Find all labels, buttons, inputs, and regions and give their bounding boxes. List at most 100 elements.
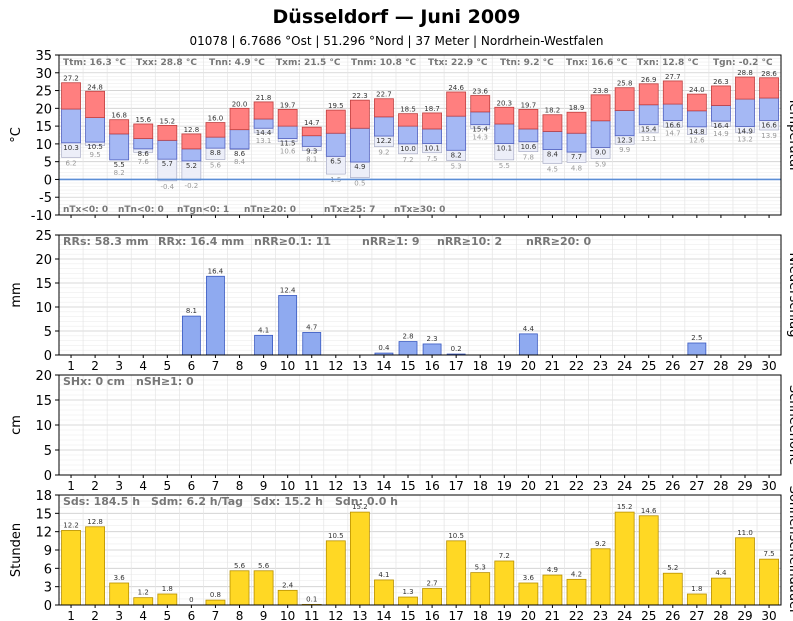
stats-text: Tnx: 16.6 °C [566, 58, 628, 68]
day-label: 6 [188, 359, 196, 373]
day-label: 15 [400, 609, 415, 621]
sunshine-bar [686, 593, 707, 606]
day-label: 22 [569, 479, 584, 493]
day-label: 17 [449, 609, 464, 621]
day-label: 18 [473, 609, 488, 621]
day-label: 8 [236, 359, 244, 373]
sunshine-label: 4.4 [715, 569, 727, 577]
tground-label: 12.6 [689, 137, 705, 145]
tmin-label: 9.3 [306, 147, 317, 155]
precip-label: 8.1 [186, 307, 197, 315]
day-label: 2 [91, 359, 99, 373]
day-label: 10 [280, 479, 295, 493]
tmax-label: 18.5 [400, 106, 416, 114]
day-label: 22 [569, 359, 584, 373]
tground-label: 5.9 [595, 160, 606, 168]
plot-frame [58, 234, 782, 356]
tmax-label: 26.9 [641, 76, 657, 84]
sunshine-bar [205, 599, 226, 606]
sunshine-label: 15.2 [617, 503, 633, 511]
tground-label: 7.2 [402, 156, 413, 164]
tmax-bar [590, 94, 611, 122]
day-label: 12 [328, 479, 343, 493]
day-label: 2 [91, 609, 99, 621]
tmax-label: 20.0 [232, 100, 248, 108]
tmax-label: 23.6 [472, 88, 488, 96]
day-label: 24 [617, 479, 632, 493]
tmean-bar [398, 125, 418, 145]
stats-text: nRR≥20: 0 [526, 235, 592, 248]
day-label: 3 [115, 479, 123, 493]
y-axis-label: °C [9, 127, 24, 143]
plot-frame [58, 374, 782, 476]
plot-frame [58, 54, 782, 216]
day-label: 25 [641, 479, 656, 493]
precip-label: 2.8 [402, 333, 413, 341]
tmean-bar [422, 128, 442, 144]
tground-label: 5.3 [451, 163, 462, 171]
chart-title: Düsseldorf — Juni 2009 [272, 6, 521, 28]
tmax-bar [470, 95, 491, 113]
tmin-label: 10.3 [63, 144, 79, 152]
y-tick-label: -10 [31, 209, 52, 224]
tmin-label: 6.5 [330, 157, 341, 165]
y-tick-label: 9 [44, 544, 52, 559]
day-label: 18 [473, 359, 488, 373]
tmax-bar [181, 133, 202, 150]
tmax-bar [61, 82, 81, 110]
day-label: 28 [713, 479, 728, 493]
day-label: 4 [139, 479, 147, 493]
sunshine-label: 10.5 [328, 532, 344, 540]
tmax-label: 18.7 [424, 105, 440, 113]
stats-text: Ttm: 16.3 °C [63, 58, 126, 68]
tmax-bar [85, 90, 106, 118]
tground-label: 14.9 [713, 130, 729, 138]
day-label: 20 [521, 609, 536, 621]
day-label: 23 [593, 359, 608, 373]
tmean-bar [735, 98, 755, 127]
tmax-label: 15.6 [135, 116, 151, 124]
tmax-bar [446, 91, 467, 117]
sunshine-bar [759, 558, 779, 606]
precip-label: 2.3 [427, 335, 438, 343]
precip-bar [422, 343, 442, 356]
tmean-bar [85, 117, 106, 143]
sunshine-bar [277, 589, 298, 606]
sunshine-bar [735, 537, 755, 606]
stats-text: nRR≥1: 9 [362, 235, 420, 248]
sunshine-label: 9.2 [595, 540, 606, 548]
tmin-label: 8.4 [547, 151, 559, 159]
sunshine-label: 7.5 [763, 550, 774, 558]
day-label: 24 [617, 609, 632, 621]
tground-label: 7.8 [523, 154, 534, 162]
y-tick-label: 15 [35, 507, 52, 522]
day-label: 4 [139, 359, 147, 373]
sunshine-bar [638, 515, 659, 606]
tmax-label: 20.3 [496, 99, 512, 107]
tmin-label: 5.5 [114, 161, 125, 169]
tmean-bar [181, 148, 202, 162]
tmax-label: 14.7 [304, 119, 320, 127]
tground-label: 10.6 [280, 148, 296, 156]
day-label: 25 [641, 609, 656, 621]
precip-bar [206, 275, 225, 356]
day-label: 12 [328, 359, 343, 373]
stats-text: Sdn: 0.0 h [335, 495, 398, 508]
sunshine-label: 4.2 [571, 570, 582, 578]
sunshine-label: 1.8 [691, 585, 702, 593]
tground-label: 14.3 [472, 134, 488, 142]
tmax-bar [301, 126, 322, 137]
sunshine-label: 2.7 [427, 580, 438, 588]
stats-text: Txm: 21.5 °C [276, 58, 341, 68]
tmin-label: 9.0 [595, 148, 606, 156]
day-label: 11 [304, 479, 319, 493]
stats-text-bottom: nTn≥20: 0 [244, 205, 296, 215]
stats-text: Sdx: 15.2 h [253, 495, 323, 508]
stats-text: Tgn: -0.2 °C [713, 58, 773, 68]
tmax-bar [205, 122, 226, 138]
panel-title: Sonnenscheindauer [786, 486, 793, 615]
sunshine-bar [109, 582, 130, 606]
tmin-label: 8.6 [234, 150, 246, 158]
precip-label: 0.2 [451, 345, 462, 353]
